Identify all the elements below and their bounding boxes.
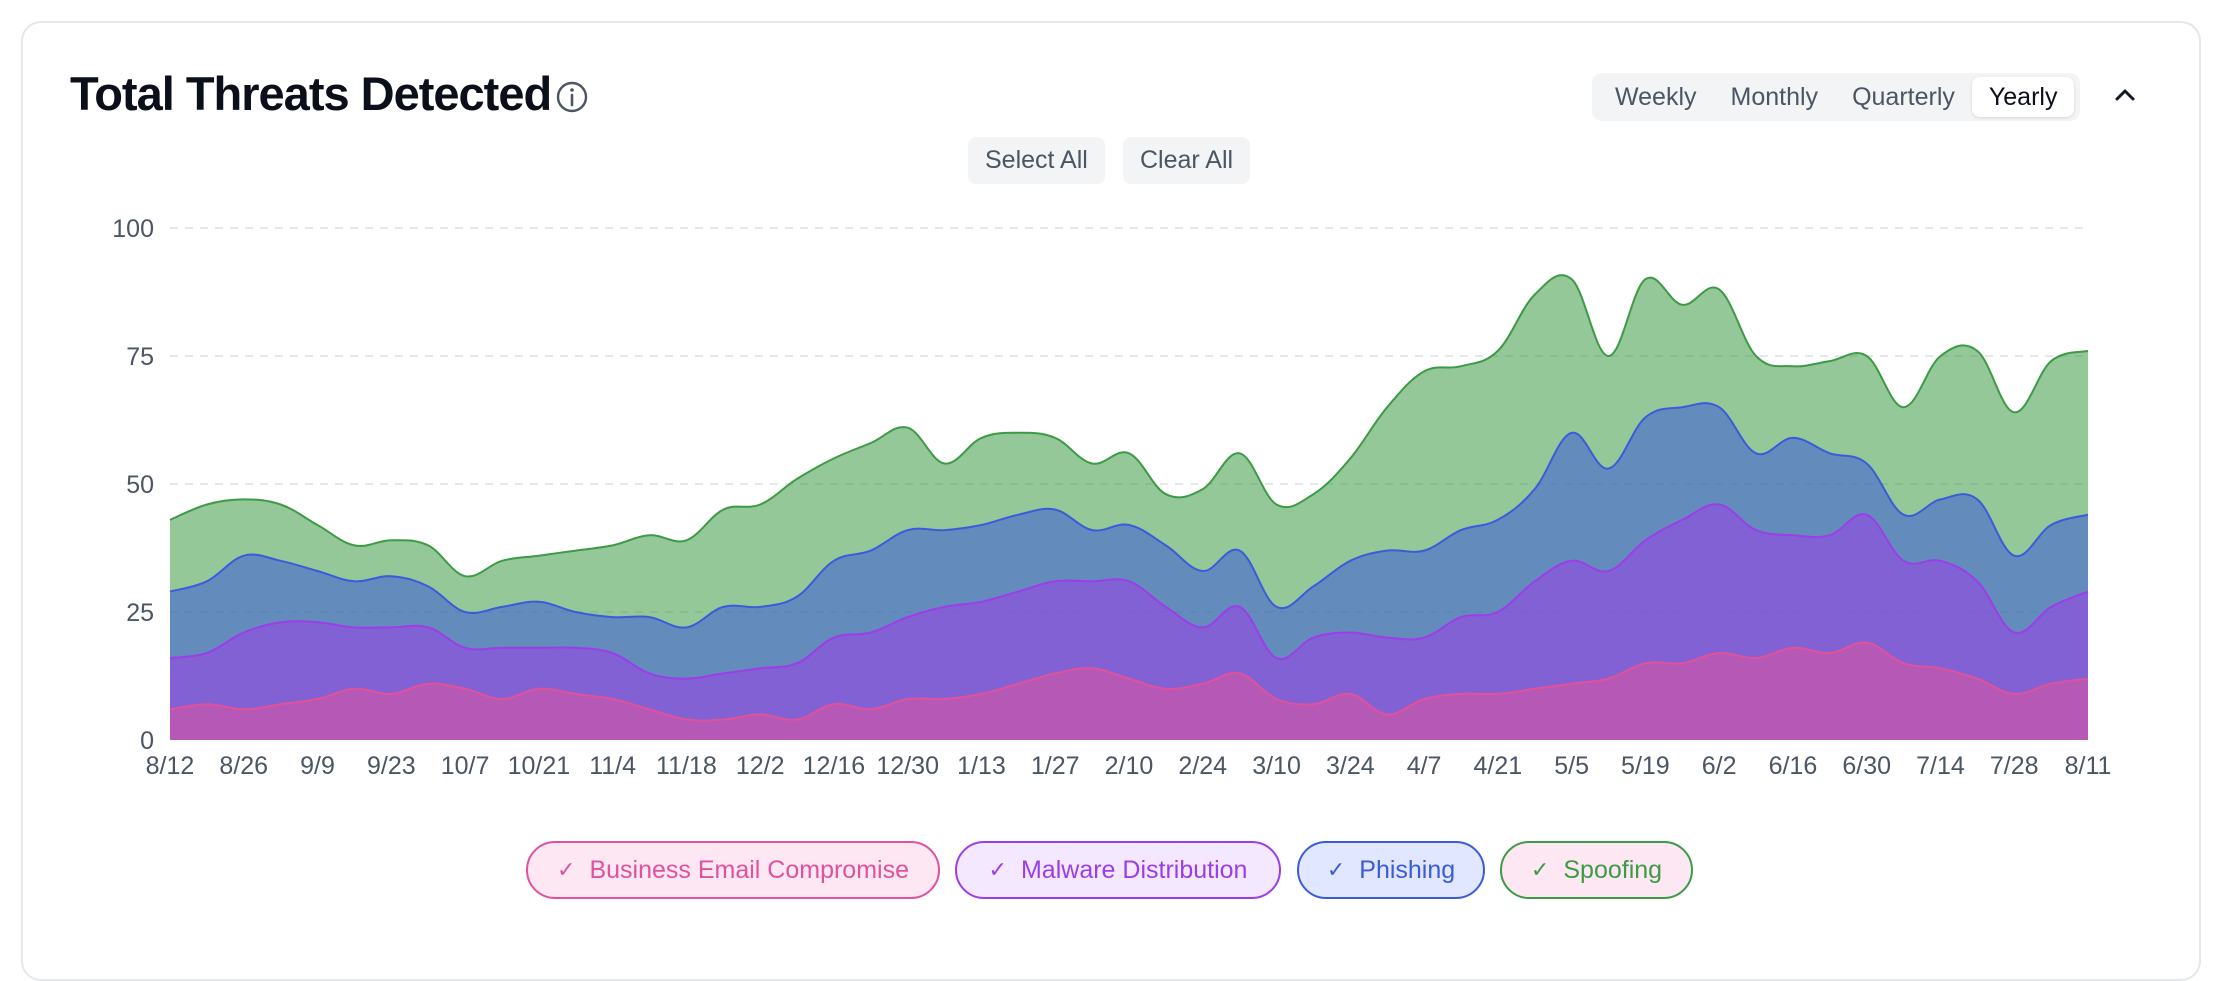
y-tick-label: 0: [140, 727, 154, 755]
x-tick-label: 12/2: [736, 752, 785, 780]
x-tick-label: 5/19: [1621, 752, 1670, 780]
period-yearly-button[interactable]: Yearly: [1971, 77, 2075, 117]
x-tick-label: 8/12: [146, 752, 195, 780]
check-icon: ✓: [557, 857, 576, 882]
legend-label: Business Email Compromise: [589, 855, 909, 884]
check-icon: ✓: [988, 857, 1007, 882]
x-tick-label: 1/13: [957, 752, 1006, 780]
legend-label: Spoofing: [1563, 855, 1663, 884]
x-tick-label: 3/10: [1252, 752, 1301, 780]
period-quarterly-button[interactable]: Quarterly: [1852, 83, 1955, 111]
check-icon: ✓: [1530, 857, 1550, 882]
legend-label: Phishing: [1359, 855, 1456, 884]
y-tick-label: 25: [126, 599, 154, 627]
period-weekly-button[interactable]: Weekly: [1615, 83, 1697, 111]
x-tick-label: 12/30: [876, 752, 939, 780]
legend-item-spoofing[interactable]: ✓ Spoofing: [1500, 841, 1693, 899]
x-tick-label: 4/21: [1474, 752, 1523, 780]
legend-item-phishing[interactable]: ✓ Phishing: [1297, 841, 1485, 899]
x-tick-label: 12/16: [803, 752, 866, 780]
x-tick-label: 7/14: [1916, 752, 1965, 780]
x-tick-label: 8/26: [219, 752, 268, 780]
stacked-area-chart: 0 25 50 75 100 8/12 8/26 9/9 9/23 10/7 10/21 11/4 11…: [112, 215, 2112, 780]
line-phishing: [169, 402, 2089, 629]
period-selector: Weekly Monthly Quarterly Yearly: [1592, 73, 2081, 121]
legend-item-malware-distribution[interactable]: ✓ Malware Distribution: [955, 841, 1281, 899]
x-tick-label: 11/4: [589, 752, 636, 780]
x-tick-label: 11/18: [656, 752, 717, 780]
line-business-email-compromise: [169, 641, 2089, 722]
line-malware-distribution: [169, 503, 2089, 680]
chevron-up-icon[interactable]: [2110, 80, 2140, 110]
x-tick-label: 4/7: [1407, 752, 1442, 780]
line-spoofing: [169, 274, 2089, 578]
x-tick-label: 1/27: [1031, 752, 1080, 780]
select-all-button[interactable]: Select All: [968, 137, 1105, 184]
area-business-email-compromise: [170, 642, 2088, 740]
x-tick-label: 6/30: [1842, 752, 1891, 780]
y-tick-label: 50: [126, 471, 154, 499]
x-tick-label: 7/28: [1990, 752, 2039, 780]
info-icon[interactable]: [555, 80, 589, 114]
x-tick-label: 5/5: [1554, 752, 1589, 780]
x-tick-label: 8/11: [2065, 752, 2112, 780]
x-tick-label: 10/7: [441, 752, 490, 780]
legend-item-business-email-compromise[interactable]: ✓ Business Email Compromise: [526, 841, 940, 899]
legend-label: Malware Distribution: [1020, 855, 1248, 884]
clear-all-button[interactable]: Clear All: [1123, 137, 1251, 184]
y-tick-label: 75: [126, 343, 154, 371]
x-tick-label: 9/23: [367, 752, 416, 780]
x-tick-label: 2/24: [1178, 752, 1227, 780]
x-tick-label: 3/24: [1326, 752, 1375, 780]
x-tick-label: 9/9: [300, 752, 335, 780]
page-title: Total Threats Detected: [70, 67, 552, 120]
x-tick-label: 6/2: [1702, 752, 1737, 780]
x-tick-label: 6/16: [1769, 752, 1818, 780]
x-tick-label: 2/10: [1105, 752, 1154, 780]
x-tick-label: 10/21: [508, 752, 571, 780]
check-icon: ✓: [1326, 857, 1346, 882]
y-tick-label: 100: [112, 215, 154, 243]
chart-legend: ✓ Business Email Compromise ✓ Malware Di…: [0, 841, 2226, 901]
period-monthly-button[interactable]: Monthly: [1730, 83, 1819, 111]
